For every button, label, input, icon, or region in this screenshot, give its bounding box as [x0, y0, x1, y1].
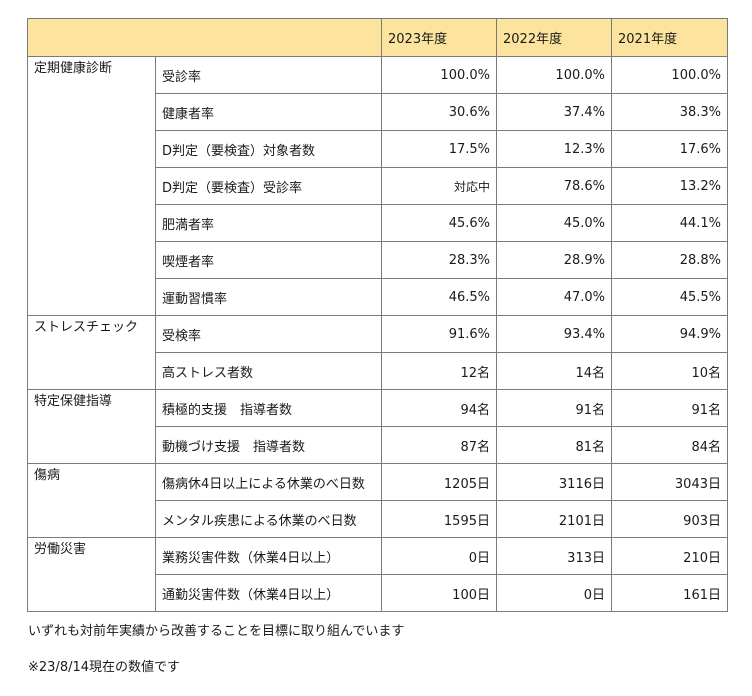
- header-year-2023: 2023年度: [381, 18, 497, 57]
- value-2023: 0日: [381, 537, 497, 575]
- value-2021: 28.8%: [611, 241, 728, 279]
- value-2023: 91.6%: [381, 315, 497, 353]
- value-2023: 87名: [381, 426, 497, 464]
- value-2022: 100.0%: [496, 56, 612, 94]
- item-cell: 動機づけ支援 指導者数: [155, 426, 382, 464]
- table-row: 特定保健指導 積極的支援 指導者数 94名 91名 91名: [27, 389, 728, 464]
- value-2022: 47.0%: [496, 278, 612, 316]
- item-cell: 受検率: [155, 315, 382, 353]
- table-row: 健康者率 30.6% 37.4% 38.3%: [28, 93, 728, 131]
- value-2022: 37.4%: [496, 93, 612, 131]
- value-2021: 91名: [611, 389, 728, 427]
- table-row: 通勤災害件数（休業4日以上） 100日 0日 161日: [28, 574, 728, 612]
- item-cell: 通勤災害件数（休業4日以上）: [155, 574, 382, 612]
- note-goal: いずれも対前年実績から改善することを目標に取り組んでいます: [28, 624, 405, 639]
- value-2022: 28.9%: [496, 241, 612, 279]
- category-cell: 労働災害: [27, 537, 156, 612]
- category-cell: 特定保健指導: [27, 389, 156, 464]
- value-2022: 91名: [496, 389, 612, 427]
- table-row: 傷病 傷病休4日以上による休業のべ日数 1205日 3116日 3043日: [27, 463, 728, 538]
- value-2022: 12.3%: [496, 130, 612, 168]
- item-cell: 傷病休4日以上による休業のべ日数: [155, 463, 382, 501]
- value-2023: 1595日: [381, 500, 497, 538]
- header-year-2022: 2022年度: [496, 18, 612, 57]
- value-2022: 14名: [496, 352, 612, 390]
- value-2023: 対応中: [381, 167, 497, 205]
- value-2021: 13.2%: [611, 167, 728, 205]
- value-2021: 44.1%: [611, 204, 728, 242]
- item-cell: メンタル疾患による休業のべ日数: [155, 500, 382, 538]
- value-2022: 93.4%: [496, 315, 612, 353]
- category-cell: 定期健康診断: [27, 56, 156, 316]
- item-cell: D判定（要検査）対象者数: [155, 130, 382, 168]
- value-2021: 903日: [611, 500, 728, 538]
- value-2022: 0日: [496, 574, 612, 612]
- value-2022: 78.6%: [496, 167, 612, 205]
- value-2022: 3116日: [496, 463, 612, 501]
- note-as-of-date: ※23/8/14現在の数値です: [28, 660, 181, 675]
- value-2023: 28.3%: [381, 241, 497, 279]
- value-2021: 210日: [611, 537, 728, 575]
- health-metrics-table: 2023年度 2022年度 2021年度 定期健康診断 受診率 100.0% 1…: [27, 18, 728, 612]
- value-2022: 81名: [496, 426, 612, 464]
- item-cell: 受診率: [155, 56, 382, 94]
- value-2023: 12名: [381, 352, 497, 390]
- value-2021: 84名: [611, 426, 728, 464]
- category-cell: 傷病: [27, 463, 156, 538]
- table-row: 高ストレス者数 12名 14名 10名: [28, 352, 728, 390]
- value-2022: 45.0%: [496, 204, 612, 242]
- item-cell: D判定（要検査）受診率: [155, 167, 382, 205]
- value-2021: 17.6%: [611, 130, 728, 168]
- value-2023: 17.5%: [381, 130, 497, 168]
- item-cell: 運動習慣率: [155, 278, 382, 316]
- value-2021: 10名: [611, 352, 728, 390]
- value-2023: 1205日: [381, 463, 497, 501]
- table-row: 運動習慣率 46.5% 47.0% 45.5%: [28, 278, 728, 316]
- table-row: 動機づけ支援 指導者数 87名 81名 84名: [28, 426, 728, 464]
- table-row: D判定（要検査）受診率 対応中 78.6% 13.2%: [28, 167, 728, 205]
- table-header-row: 2023年度 2022年度 2021年度: [27, 18, 728, 57]
- table-row: 喫煙者率 28.3% 28.9% 28.8%: [28, 241, 728, 279]
- table-row: 労働災害 業務災害件数（休業4日以上） 0日 313日 210日: [27, 537, 728, 612]
- item-cell: 健康者率: [155, 93, 382, 131]
- table-row: ストレスチェック 受検率 91.6% 93.4% 94.9%: [27, 315, 728, 390]
- value-2021: 100.0%: [611, 56, 728, 94]
- header-year-2021: 2021年度: [611, 18, 728, 57]
- table-row: 定期健康診断 受診率 100.0% 100.0% 100.0%: [27, 56, 728, 316]
- value-2021: 3043日: [611, 463, 728, 501]
- table-row: D判定（要検査）対象者数 17.5% 12.3% 17.6%: [28, 130, 728, 168]
- item-cell: 積極的支援 指導者数: [155, 389, 382, 427]
- value-2022: 2101日: [496, 500, 612, 538]
- item-cell: 肥満者率: [155, 204, 382, 242]
- value-2021: 45.5%: [611, 278, 728, 316]
- item-cell: 喫煙者率: [155, 241, 382, 279]
- value-2023: 30.6%: [381, 93, 497, 131]
- item-cell: 業務災害件数（休業4日以上）: [155, 537, 382, 575]
- value-2022: 313日: [496, 537, 612, 575]
- category-cell: ストレスチェック: [27, 315, 156, 390]
- value-2023: 100.0%: [381, 56, 497, 94]
- value-2023: 46.5%: [381, 278, 497, 316]
- item-cell: 高ストレス者数: [155, 352, 382, 390]
- value-2023: 94名: [381, 389, 497, 427]
- header-blank: [27, 18, 382, 57]
- value-2023: 45.6%: [381, 204, 497, 242]
- value-2023: 100日: [381, 574, 497, 612]
- value-2021: 38.3%: [611, 93, 728, 131]
- table-row: 肥満者率 45.6% 45.0% 44.1%: [28, 204, 728, 242]
- value-2021: 161日: [611, 574, 728, 612]
- value-2021: 94.9%: [611, 315, 728, 353]
